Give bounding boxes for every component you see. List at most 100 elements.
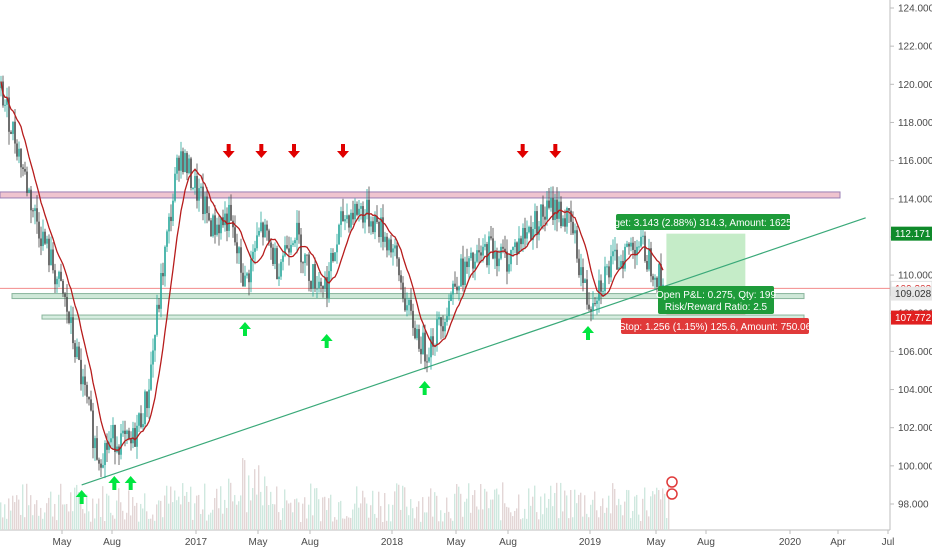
- candle[interactable]: [336, 244, 338, 252]
- candle[interactable]: [282, 256, 284, 262]
- candle[interactable]: [358, 209, 360, 215]
- candle[interactable]: [560, 202, 562, 226]
- candle[interactable]: [428, 357, 430, 361]
- candle[interactable]: [568, 208, 570, 211]
- candle[interactable]: [586, 279, 588, 304]
- candle[interactable]: [464, 262, 466, 285]
- candle[interactable]: [344, 219, 346, 221]
- candle[interactable]: [436, 319, 438, 345]
- candle[interactable]: [606, 266, 608, 267]
- candle[interactable]: [180, 151, 182, 170]
- candle[interactable]: [388, 239, 390, 250]
- candle[interactable]: [304, 254, 306, 263]
- target-zone[interactable]: [666, 234, 745, 289]
- candle[interactable]: [20, 149, 22, 168]
- candle[interactable]: [394, 245, 396, 248]
- candle[interactable]: [116, 447, 118, 452]
- candle[interactable]: [230, 205, 232, 221]
- candle[interactable]: [114, 425, 116, 452]
- candle[interactable]: [610, 256, 612, 277]
- candle[interactable]: [564, 218, 566, 226]
- candle[interactable]: [160, 273, 162, 309]
- candle[interactable]: [208, 213, 210, 220]
- candle[interactable]: [452, 284, 454, 295]
- candle[interactable]: [308, 255, 310, 281]
- candle[interactable]: [172, 201, 174, 221]
- candle[interactable]: [90, 399, 92, 410]
- candle[interactable]: [492, 238, 494, 258]
- moving-average-line[interactable]: [1, 82, 663, 451]
- candle[interactable]: [472, 253, 474, 269]
- candle[interactable]: [392, 248, 394, 252]
- candle[interactable]: [52, 249, 54, 270]
- candle[interactable]: [158, 305, 160, 309]
- candle[interactable]: [22, 167, 24, 169]
- candle[interactable]: [300, 234, 302, 262]
- candle[interactable]: [624, 247, 626, 269]
- candle[interactable]: [322, 286, 324, 289]
- candle[interactable]: [400, 275, 402, 282]
- candle[interactable]: [80, 360, 82, 384]
- candle[interactable]: [328, 271, 330, 298]
- candle[interactable]: [182, 151, 184, 172]
- candle[interactable]: [530, 227, 532, 240]
- candle[interactable]: [348, 215, 350, 227]
- candle[interactable]: [118, 447, 120, 455]
- candle[interactable]: [56, 279, 58, 284]
- candle[interactable]: [550, 198, 552, 208]
- candle[interactable]: [316, 288, 318, 289]
- candle[interactable]: [280, 262, 282, 277]
- candle[interactable]: [456, 287, 458, 291]
- candle[interactable]: [122, 431, 124, 434]
- candle[interactable]: [652, 276, 654, 280]
- candle[interactable]: [576, 230, 578, 258]
- candle[interactable]: [288, 248, 290, 252]
- candle[interactable]: [54, 270, 56, 284]
- candle[interactable]: [412, 311, 414, 328]
- candle[interactable]: [496, 252, 498, 266]
- candle[interactable]: [654, 278, 656, 280]
- candle[interactable]: [162, 273, 164, 276]
- candle[interactable]: [462, 259, 464, 286]
- candle[interactable]: [246, 273, 248, 275]
- candle[interactable]: [146, 391, 148, 408]
- candle[interactable]: [528, 227, 530, 232]
- candle[interactable]: [588, 305, 590, 310]
- candle[interactable]: [410, 300, 412, 311]
- candle[interactable]: [36, 208, 38, 221]
- candle[interactable]: [556, 200, 558, 219]
- candle[interactable]: [350, 213, 352, 228]
- candle[interactable]: [154, 335, 156, 351]
- candle[interactable]: [126, 431, 128, 434]
- candle[interactable]: [486, 244, 488, 265]
- candle[interactable]: [580, 267, 582, 275]
- candle[interactable]: [244, 276, 246, 287]
- time-axis[interactable]: May Aug 2017 May Aug 2018 May Aug 2019 May Aug 2020…: [53, 530, 895, 548]
- candle[interactable]: [490, 236, 492, 238]
- candle[interactable]: [102, 465, 104, 468]
- candle[interactable]: [144, 391, 146, 424]
- candle[interactable]: [168, 217, 170, 232]
- candle[interactable]: [214, 215, 216, 234]
- candle[interactable]: [120, 433, 122, 454]
- candle[interactable]: [590, 309, 592, 311]
- candle[interactable]: [164, 247, 166, 276]
- candle[interactable]: [104, 443, 106, 465]
- candle[interactable]: [446, 316, 448, 322]
- candle[interactable]: [192, 188, 194, 189]
- candle[interactable]: [266, 225, 268, 231]
- candle[interactable]: [248, 273, 250, 282]
- candle[interactable]: [72, 317, 74, 343]
- candle[interactable]: [648, 248, 650, 269]
- candle[interactable]: [644, 236, 646, 261]
- candle[interactable]: [658, 264, 660, 287]
- candle[interactable]: [500, 247, 502, 259]
- candle[interactable]: [592, 303, 594, 311]
- candle[interactable]: [84, 376, 86, 384]
- candle[interactable]: [40, 238, 42, 246]
- candle[interactable]: [274, 248, 276, 264]
- candle[interactable]: [218, 225, 220, 234]
- candle[interactable]: [546, 201, 548, 220]
